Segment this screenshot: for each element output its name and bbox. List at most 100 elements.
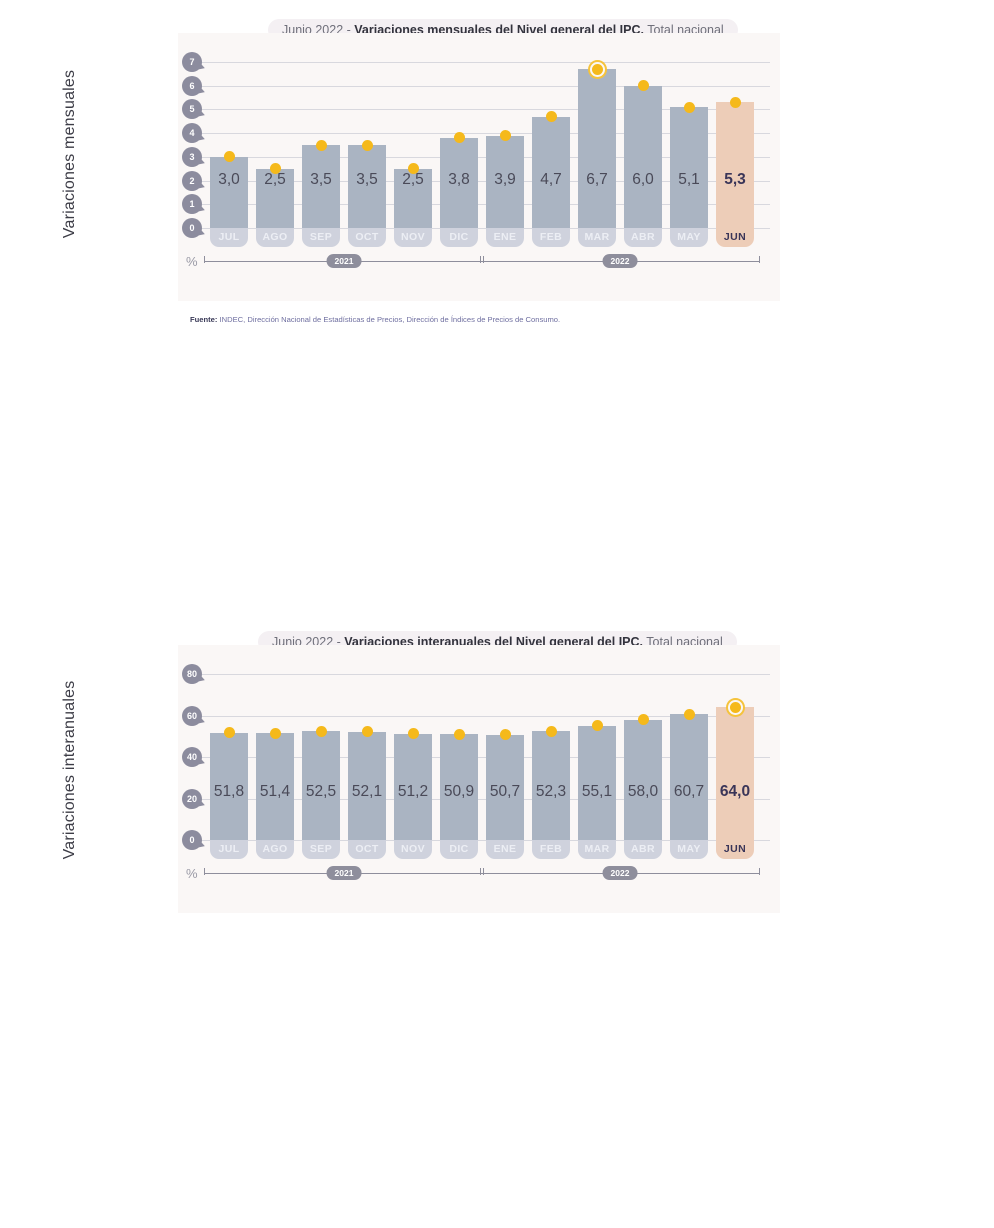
source-text: INDEC, Dirección Nacional de Estadística…: [217, 315, 561, 324]
bar[interactable]: [486, 135, 524, 228]
y-axis-tick: 40: [182, 747, 202, 767]
bar-value-label: 2,5: [402, 171, 424, 188]
month-label-jun[interactable]: JUN: [716, 228, 754, 247]
month-label-jul[interactable]: JUL: [210, 228, 248, 247]
data-point-marker[interactable]: [453, 132, 465, 144]
year-bracket-cap-left: [204, 868, 205, 875]
month-label-feb[interactable]: FEB: [532, 228, 570, 247]
month-label-may[interactable]: MAY: [670, 840, 708, 859]
data-point-marker[interactable]: [683, 101, 695, 113]
bar[interactable]: [624, 85, 662, 228]
month-label-oct[interactable]: OCT: [348, 840, 386, 859]
month-label-mar[interactable]: MAR: [578, 840, 616, 859]
data-point-marker[interactable]: [499, 729, 511, 741]
year-bracket-cap-right: [759, 256, 760, 263]
bar-value-label: 52,5: [305, 783, 337, 800]
bar-value-label: 3,0: [218, 171, 240, 188]
month-label-may[interactable]: MAY: [670, 228, 708, 247]
data-point-marker[interactable]: [637, 80, 649, 92]
data-point-marker[interactable]: [499, 130, 511, 141]
month-label-ago[interactable]: AGO: [256, 228, 294, 247]
month-label-oct[interactable]: OCT: [348, 228, 386, 247]
data-point-marker[interactable]: [315, 139, 327, 151]
unit-label: %: [186, 866, 198, 881]
gridline: [200, 674, 770, 675]
gridline: [200, 109, 770, 111]
data-point-marker[interactable]: [545, 725, 557, 737]
year-label: 2022: [602, 866, 638, 880]
data-point-marker[interactable]: [361, 726, 373, 738]
gridline: [200, 85, 770, 87]
month-label-feb[interactable]: FEB: [532, 840, 570, 859]
month-label-dic[interactable]: DIC: [440, 840, 478, 859]
bar-value-label: 52,3: [535, 783, 567, 800]
bar-value-label: 51,4: [259, 783, 291, 800]
bar[interactable]: [256, 168, 294, 228]
bar[interactable]: [670, 714, 708, 840]
bar-value-label: 2,5: [264, 171, 286, 188]
bar[interactable]: [716, 102, 754, 228]
bar-value-label: 5,1: [678, 171, 700, 188]
y-axis-tick: 6: [182, 75, 202, 96]
bar[interactable]: [348, 145, 386, 228]
bar[interactable]: [532, 116, 570, 228]
y-axis-tick: 7: [182, 52, 202, 72]
bar[interactable]: [624, 719, 662, 840]
y-axis-tick: 60: [182, 705, 202, 726]
interannual-variation-chart: Variaciones interanuales Junio 2022 - Va…: [0, 306, 994, 913]
bar-value-label: 50,7: [489, 783, 521, 800]
data-point-marker[interactable]: [729, 701, 741, 713]
data-point-marker[interactable]: [683, 708, 695, 720]
data-point-marker[interactable]: [223, 727, 235, 738]
month-label-ene[interactable]: ENE: [486, 228, 524, 247]
data-point-marker[interactable]: [729, 96, 741, 108]
data-point-marker[interactable]: [545, 111, 557, 123]
bar-value-label: 5,3: [724, 171, 746, 188]
bar[interactable]: [716, 707, 754, 840]
data-point-marker[interactable]: [407, 728, 419, 740]
year-label: 2021: [326, 866, 362, 880]
bar-value-label: 4,7: [540, 171, 562, 188]
plot-area: 0 20 40 60 80 51,8 JUL 51,4 AGO 52,5 SEP 52,1 OCT 51,…: [178, 645, 780, 913]
bar-value-label: 6,0: [632, 171, 654, 188]
data-point-marker[interactable]: [637, 714, 649, 726]
gridline: [200, 228, 770, 229]
month-label-ene[interactable]: ENE: [486, 840, 524, 859]
y-axis-tick: 20: [182, 788, 202, 809]
month-label-abr[interactable]: ABR: [624, 840, 662, 859]
bar-value-label: 64,0: [719, 783, 751, 800]
month-label-nov[interactable]: NOV: [394, 840, 432, 859]
bar[interactable]: [302, 145, 340, 228]
bar[interactable]: [394, 168, 432, 228]
bar-value-label: 60,7: [673, 783, 705, 800]
data-point-marker[interactable]: [361, 139, 373, 151]
month-label-sep[interactable]: SEP: [302, 840, 340, 859]
bar[interactable]: [670, 107, 708, 228]
data-point-marker[interactable]: [453, 728, 465, 740]
month-label-jul[interactable]: JUL: [210, 840, 248, 859]
month-label-sep[interactable]: SEP: [302, 228, 340, 247]
gridline: [200, 180, 770, 182]
bar[interactable]: [210, 156, 248, 228]
bar[interactable]: [578, 69, 616, 228]
data-point-marker[interactable]: [407, 163, 419, 175]
month-label-nov[interactable]: NOV: [394, 228, 432, 247]
data-point-marker[interactable]: [591, 63, 603, 75]
y-axis-tick: 0: [182, 218, 202, 238]
data-point-marker[interactable]: [269, 727, 281, 739]
source-label: Fuente:: [190, 315, 218, 324]
data-point-marker[interactable]: [315, 725, 327, 737]
bar[interactable]: [440, 137, 478, 228]
data-point-marker[interactable]: [269, 163, 281, 175]
month-label-mar[interactable]: MAR: [578, 228, 616, 247]
month-label-jun[interactable]: JUN: [716, 840, 754, 859]
year-bracket-cap-left: [204, 256, 205, 263]
data-point-marker[interactable]: [591, 720, 603, 732]
data-point-marker[interactable]: [223, 151, 235, 163]
bar-value-label: 58,0: [627, 783, 659, 800]
gridline: [200, 62, 770, 63]
month-label-abr[interactable]: ABR: [624, 228, 662, 247]
year-bracket-cap-right: [759, 868, 760, 875]
month-label-ago[interactable]: AGO: [256, 840, 294, 859]
month-label-dic[interactable]: DIC: [440, 228, 478, 247]
